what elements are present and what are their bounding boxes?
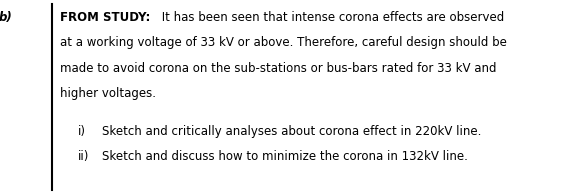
Text: It has been seen that intense corona effects are observed: It has been seen that intense corona eff… bbox=[158, 11, 504, 24]
Text: FROM STUDY:: FROM STUDY: bbox=[60, 11, 150, 24]
Text: Sketch and critically analyses about corona effect in 220kV line.: Sketch and critically analyses about cor… bbox=[102, 125, 481, 138]
Text: ii): ii) bbox=[78, 151, 89, 164]
Text: Sketch and discuss how to minimize the corona in 132kV line.: Sketch and discuss how to minimize the c… bbox=[102, 151, 468, 164]
Text: made to avoid corona on the sub-stations or bus-bars rated for 33 kV and: made to avoid corona on the sub-stations… bbox=[60, 62, 496, 75]
Text: i): i) bbox=[78, 125, 86, 138]
Text: higher voltages.: higher voltages. bbox=[60, 87, 156, 100]
Text: b): b) bbox=[0, 11, 12, 24]
Text: at a working voltage of 33 kV or above. Therefore, careful design should be: at a working voltage of 33 kV or above. … bbox=[60, 36, 507, 49]
